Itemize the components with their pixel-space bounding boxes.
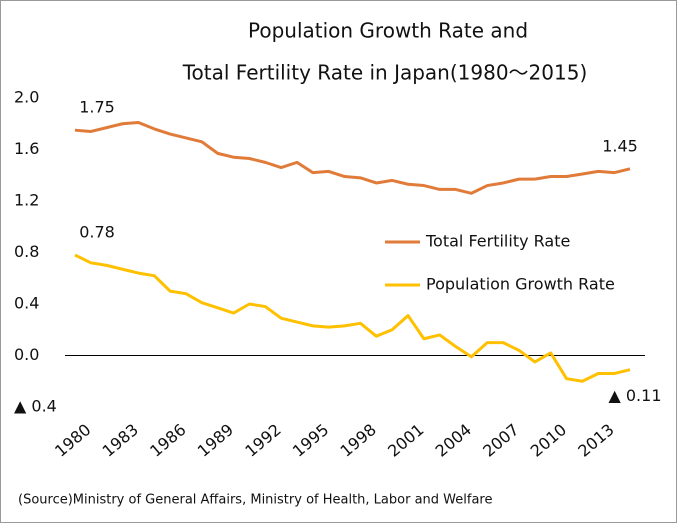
- data-label: 0.78: [79, 223, 115, 242]
- chart-title: Population Growth Rate and: [248, 19, 528, 43]
- y-tick-label: 2.0: [14, 88, 39, 107]
- data-label: ▲ 0.11: [608, 386, 661, 405]
- y-tick-label: 0.4: [14, 294, 39, 313]
- y-tick-label: ▲ 0.4: [14, 397, 57, 416]
- series-line: [74, 253, 631, 383]
- series-line: [74, 120, 631, 195]
- data-label: 1.45: [602, 136, 638, 155]
- data-label: 1.75: [79, 98, 115, 117]
- y-tick-label: 1.6: [14, 139, 39, 158]
- legend-label: Population Growth Rate: [426, 275, 615, 294]
- y-tick-label: 0.8: [14, 242, 39, 261]
- source-note: (Source)Ministry of General Affairs, Min…: [18, 493, 492, 508]
- legend-label: Total Fertility Rate: [425, 232, 570, 251]
- y-tick-label: 0.0: [14, 345, 39, 364]
- y-tick-label: 1.2: [14, 191, 39, 210]
- chart-title: Total Fertility Rate in Japan(1980～2015): [182, 61, 588, 85]
